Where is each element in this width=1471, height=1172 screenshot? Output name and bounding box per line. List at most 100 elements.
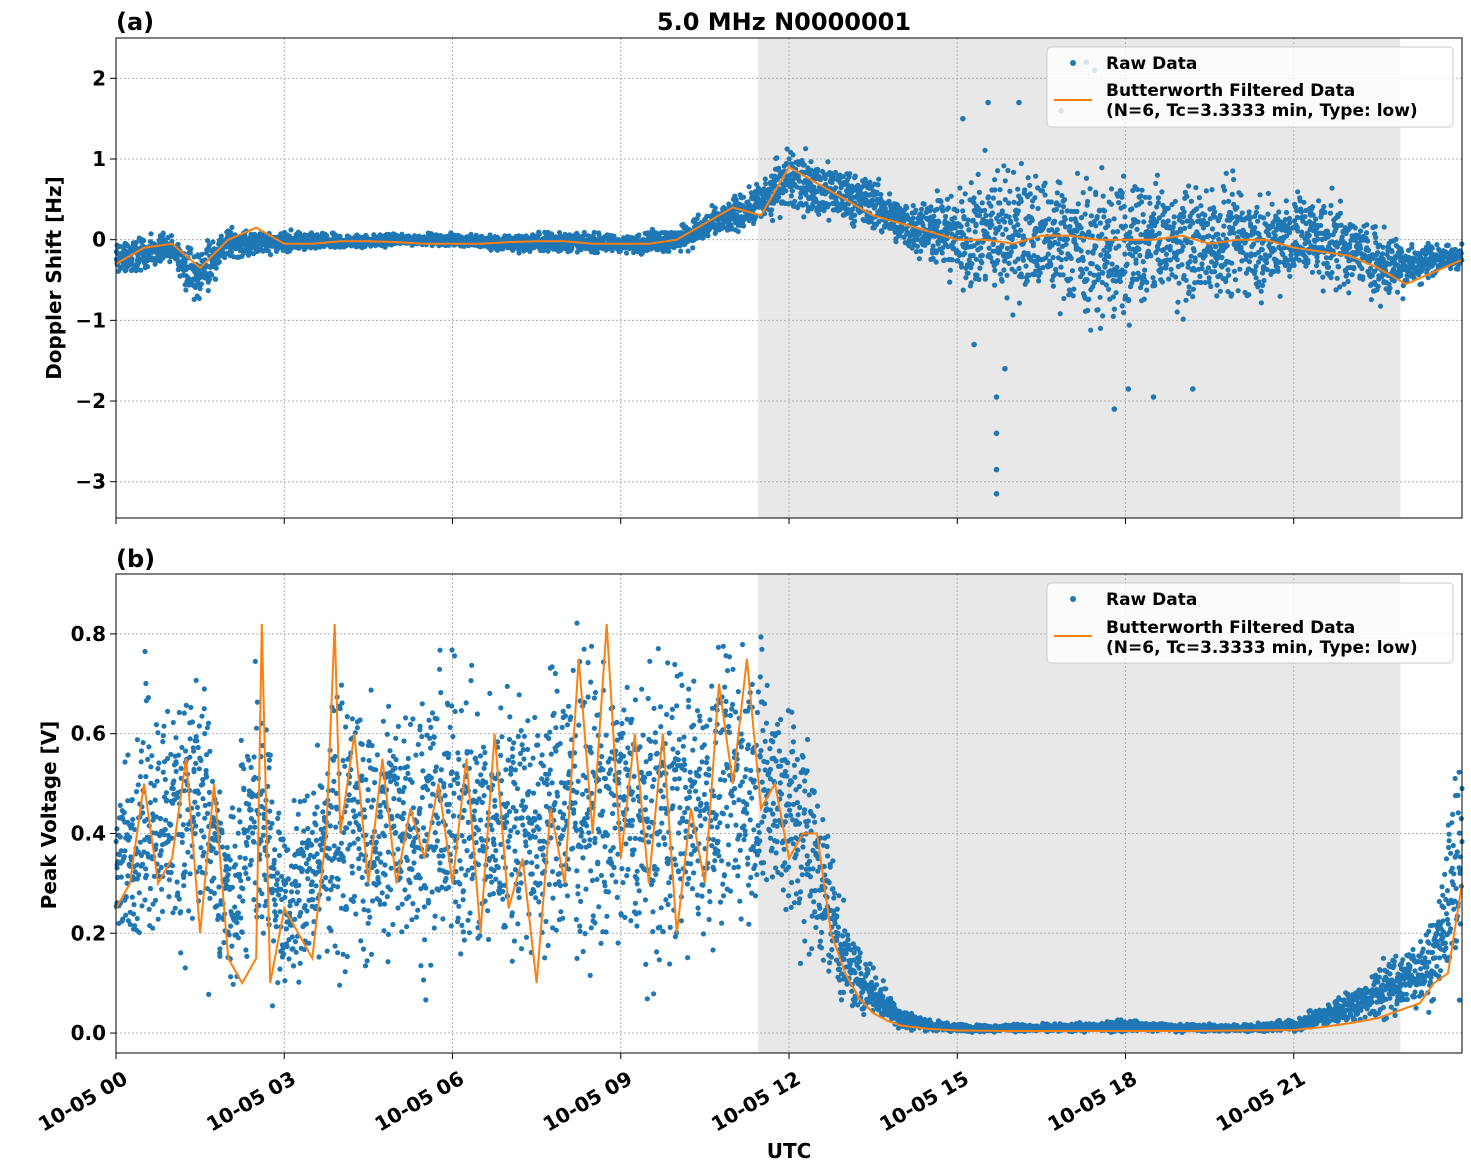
raw-data-point: [1295, 189, 1301, 195]
raw-data-point: [968, 180, 974, 186]
raw-data-point: [145, 756, 151, 763]
raw-data-point: [774, 155, 780, 161]
raw-data-outlier: [993, 430, 1000, 437]
raw-data-point: [1229, 260, 1235, 266]
raw-data-point: [1022, 187, 1028, 193]
raw-data-point: [1155, 246, 1161, 252]
raw-data-point: [1373, 234, 1379, 240]
raw-data-point: [1111, 216, 1117, 222]
raw-data-point: [1173, 274, 1179, 280]
raw-data-point: [1126, 322, 1132, 328]
raw-data-point: [137, 774, 143, 780]
raw-data-point: [216, 259, 222, 265]
raw-data-point: [1198, 203, 1204, 209]
raw-data-point: [1246, 209, 1252, 215]
raw-data-point: [1121, 310, 1127, 316]
y-tick-label: −1: [75, 308, 106, 332]
raw-data-point: [1023, 263, 1029, 269]
raw-data-point: [975, 171, 981, 177]
raw-data-point: [1346, 290, 1352, 296]
raw-data-point: [145, 264, 151, 270]
raw-data-point: [973, 256, 980, 262]
raw-data-point: [1100, 313, 1106, 319]
raw-data-point: [1283, 209, 1290, 216]
raw-data-point: [968, 280, 974, 286]
raw-data-point: [1032, 195, 1038, 201]
raw-data-point: [1104, 259, 1110, 265]
raw-data-point: [910, 203, 916, 209]
raw-data-point: [1151, 211, 1157, 217]
raw-data-point: [1254, 204, 1260, 210]
raw-data-point: [1134, 186, 1140, 192]
raw-data-point: [852, 173, 858, 179]
raw-data-point: [1155, 200, 1161, 206]
raw-data-point: [1252, 225, 1258, 231]
raw-data-point: [1235, 288, 1241, 294]
raw-data-point: [878, 191, 884, 198]
raw-data-point: [1328, 275, 1334, 281]
raw-data-point: [1231, 230, 1237, 236]
raw-data-point: [815, 168, 821, 174]
raw-data-point: [228, 249, 234, 255]
raw-data-point: [985, 194, 992, 200]
raw-data-point: [210, 239, 216, 245]
raw-data-point: [976, 212, 983, 219]
raw-data-point: [933, 259, 939, 265]
raw-data-point: [1078, 225, 1084, 231]
raw-data-point: [1078, 248, 1084, 254]
raw-data-point: [175, 241, 181, 247]
raw-data-point: [146, 744, 152, 750]
raw-data-point: [789, 188, 796, 194]
raw-data-point: [1012, 244, 1018, 250]
y-tick-label: 1: [92, 147, 106, 171]
raw-data-point: [1139, 199, 1145, 205]
raw-data-point: [1110, 313, 1116, 319]
raw-data-outlier: [1125, 386, 1132, 392]
raw-data-point: [206, 277, 212, 283]
raw-data-point: [1213, 260, 1219, 266]
raw-data-point: [992, 187, 998, 193]
raw-data-point: [205, 238, 211, 244]
raw-data-point: [1129, 206, 1135, 212]
raw-data-point: [209, 272, 215, 278]
raw-data-point: [1337, 198, 1343, 204]
raw-data-point: [131, 902, 137, 908]
raw-data-point: [904, 205, 910, 211]
raw-data-point: [1159, 189, 1165, 195]
raw-data-point: [1176, 280, 1182, 286]
raw-data-point: [690, 245, 696, 251]
raw-data-point: [1042, 180, 1048, 186]
raw-data-point: [1089, 261, 1095, 267]
raw-data-point: [1214, 293, 1220, 299]
raw-data-point: [1122, 269, 1128, 275]
raw-data-point: [1024, 278, 1030, 284]
raw-data-point: [121, 810, 127, 816]
raw-data-point: [1264, 260, 1270, 266]
raw-data-point: [887, 191, 893, 197]
raw-data-point: [1229, 191, 1235, 197]
raw-data-point: [1083, 175, 1090, 181]
raw-data-point: [159, 251, 166, 257]
raw-data-point: [989, 222, 995, 228]
raw-data-point: [1219, 255, 1225, 261]
raw-data-point: [129, 256, 135, 262]
raw-data-point: [948, 193, 954, 199]
raw-data-point: [1172, 198, 1178, 204]
raw-data-point: [1375, 283, 1381, 289]
raw-data-point: [1260, 282, 1266, 288]
raw-data-point: [1074, 208, 1080, 215]
raw-data-point: [247, 247, 253, 253]
raw-data-outlier: [960, 115, 966, 122]
raw-data-point: [1234, 204, 1240, 211]
raw-data-point: [963, 275, 969, 281]
raw-data-point: [1182, 225, 1188, 231]
raw-data-point: [138, 267, 144, 273]
raw-data-point: [786, 156, 792, 162]
raw-data-point: [1309, 204, 1316, 210]
raw-data-point: [1110, 229, 1116, 235]
raw-data-point: [1018, 198, 1024, 204]
raw-data-point: [1313, 216, 1319, 222]
raw-data-point: [1188, 240, 1194, 246]
raw-data-point: [1400, 296, 1406, 302]
raw-data-point: [965, 217, 971, 223]
